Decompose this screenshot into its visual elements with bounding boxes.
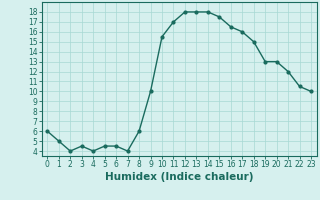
X-axis label: Humidex (Indice chaleur): Humidex (Indice chaleur) bbox=[105, 172, 253, 182]
